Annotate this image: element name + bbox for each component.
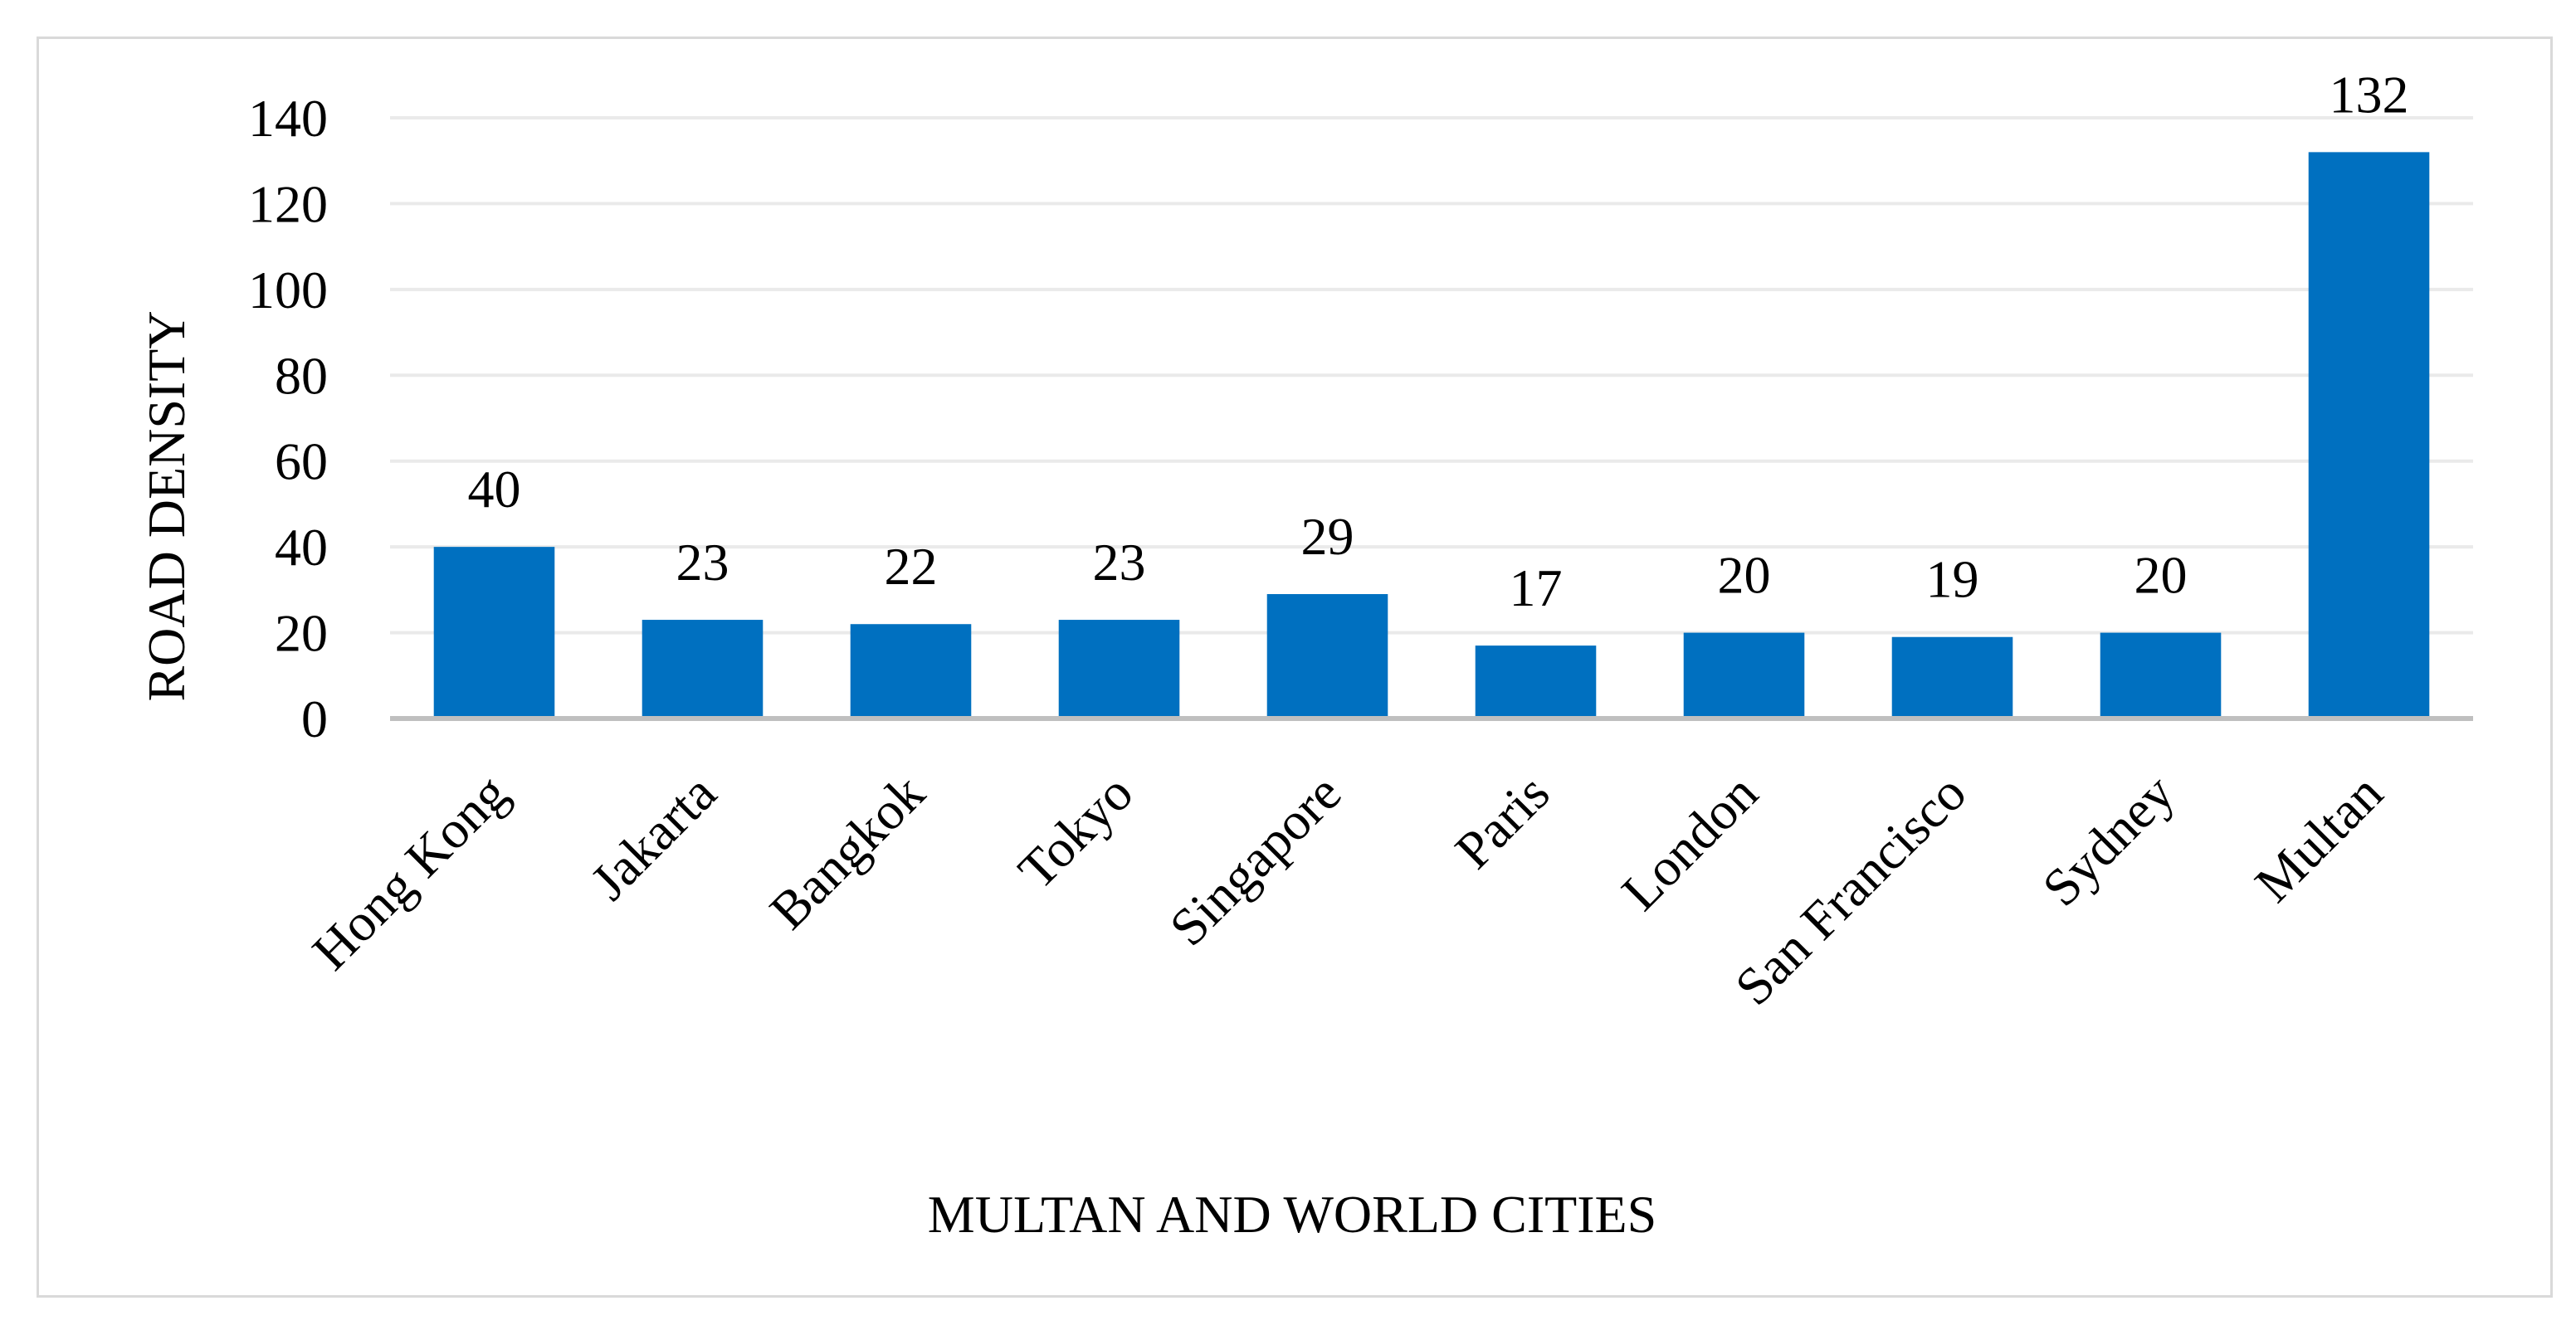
x-tick-label: Paris (1444, 763, 1561, 880)
y-tick-label: 60 (275, 432, 328, 491)
x-tick-label: Multan (2243, 763, 2393, 913)
y-tick-label: 100 (248, 261, 328, 319)
x-tick-label: Bangkok (759, 763, 936, 941)
data-label: 19 (1926, 550, 1979, 609)
bar (850, 624, 972, 719)
data-label: 20 (2134, 546, 2188, 605)
x-tick-label: Singapore (1159, 763, 1353, 957)
bars (433, 152, 2430, 719)
data-label: 40 (468, 460, 521, 519)
x-tick-label: Tokyo (1007, 763, 1144, 900)
data-label: 20 (1718, 546, 1771, 605)
bar (2100, 632, 2222, 719)
bar (2308, 152, 2430, 719)
x-tick-label: Jakarta (579, 763, 727, 911)
bar (1266, 594, 1388, 719)
bar (1058, 620, 1180, 719)
x-tick-label: Hong Kong (301, 763, 520, 982)
data-label: 23 (676, 533, 729, 592)
data-label: 23 (1093, 533, 1146, 592)
y-tick-label: 120 (248, 174, 328, 233)
x-tick-label: London (1610, 763, 1769, 922)
labels: 0 20 40 60 80 100 120 140 40 Hong Kong 23 Jakarta 22… (248, 65, 2409, 1016)
data-label: 132 (2330, 65, 2409, 124)
bar (1475, 646, 1597, 719)
y-tick-label: 140 (248, 89, 328, 148)
y-tick-label: 40 (275, 518, 328, 577)
data-label: 17 (1510, 558, 1563, 617)
x-tick-label: Sydney (2031, 763, 2185, 918)
data-label: 29 (1301, 507, 1354, 566)
y-tick-label: 0 (301, 689, 328, 748)
bar (642, 620, 764, 719)
bar (1891, 636, 2013, 719)
y-axis-title: ROAD DENSITY (137, 310, 196, 701)
bar (1683, 632, 1805, 719)
data-label: 22 (885, 537, 938, 596)
y-tick-label: 20 (275, 604, 328, 663)
y-tick-label: 80 (275, 346, 328, 405)
bar (433, 547, 555, 719)
x-axis-title: MULTAN AND WORLD CITIES (928, 1185, 1656, 1244)
